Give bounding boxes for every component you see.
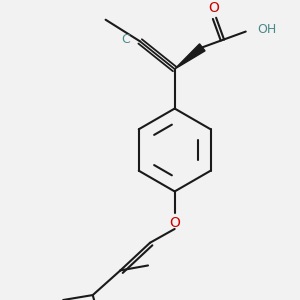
Text: O: O bbox=[209, 1, 220, 15]
Text: OH: OH bbox=[258, 23, 277, 36]
Text: O: O bbox=[169, 216, 180, 230]
Text: C: C bbox=[122, 33, 130, 46]
Polygon shape bbox=[175, 44, 205, 69]
